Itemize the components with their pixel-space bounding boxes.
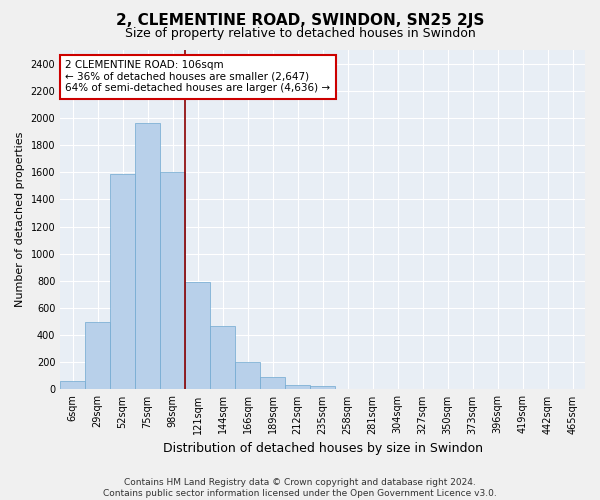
Bar	[110, 174, 135, 390]
Bar	[85, 322, 110, 390]
Y-axis label: Number of detached properties: Number of detached properties	[15, 132, 25, 308]
Text: Size of property relative to detached houses in Swindon: Size of property relative to detached ho…	[125, 28, 475, 40]
Bar	[135, 124, 160, 390]
Text: 2, CLEMENTINE ROAD, SWINDON, SN25 2JS: 2, CLEMENTINE ROAD, SWINDON, SN25 2JS	[116, 12, 484, 28]
Bar	[285, 384, 310, 390]
Bar	[210, 326, 235, 390]
Bar	[310, 386, 335, 390]
Bar	[160, 172, 185, 390]
Bar	[235, 362, 260, 390]
Bar	[185, 282, 210, 390]
Bar	[260, 377, 285, 390]
Text: 2 CLEMENTINE ROAD: 106sqm
← 36% of detached houses are smaller (2,647)
64% of se: 2 CLEMENTINE ROAD: 106sqm ← 36% of detac…	[65, 60, 331, 94]
Bar	[60, 382, 85, 390]
Text: Contains HM Land Registry data © Crown copyright and database right 2024.
Contai: Contains HM Land Registry data © Crown c…	[103, 478, 497, 498]
X-axis label: Distribution of detached houses by size in Swindon: Distribution of detached houses by size …	[163, 442, 482, 455]
